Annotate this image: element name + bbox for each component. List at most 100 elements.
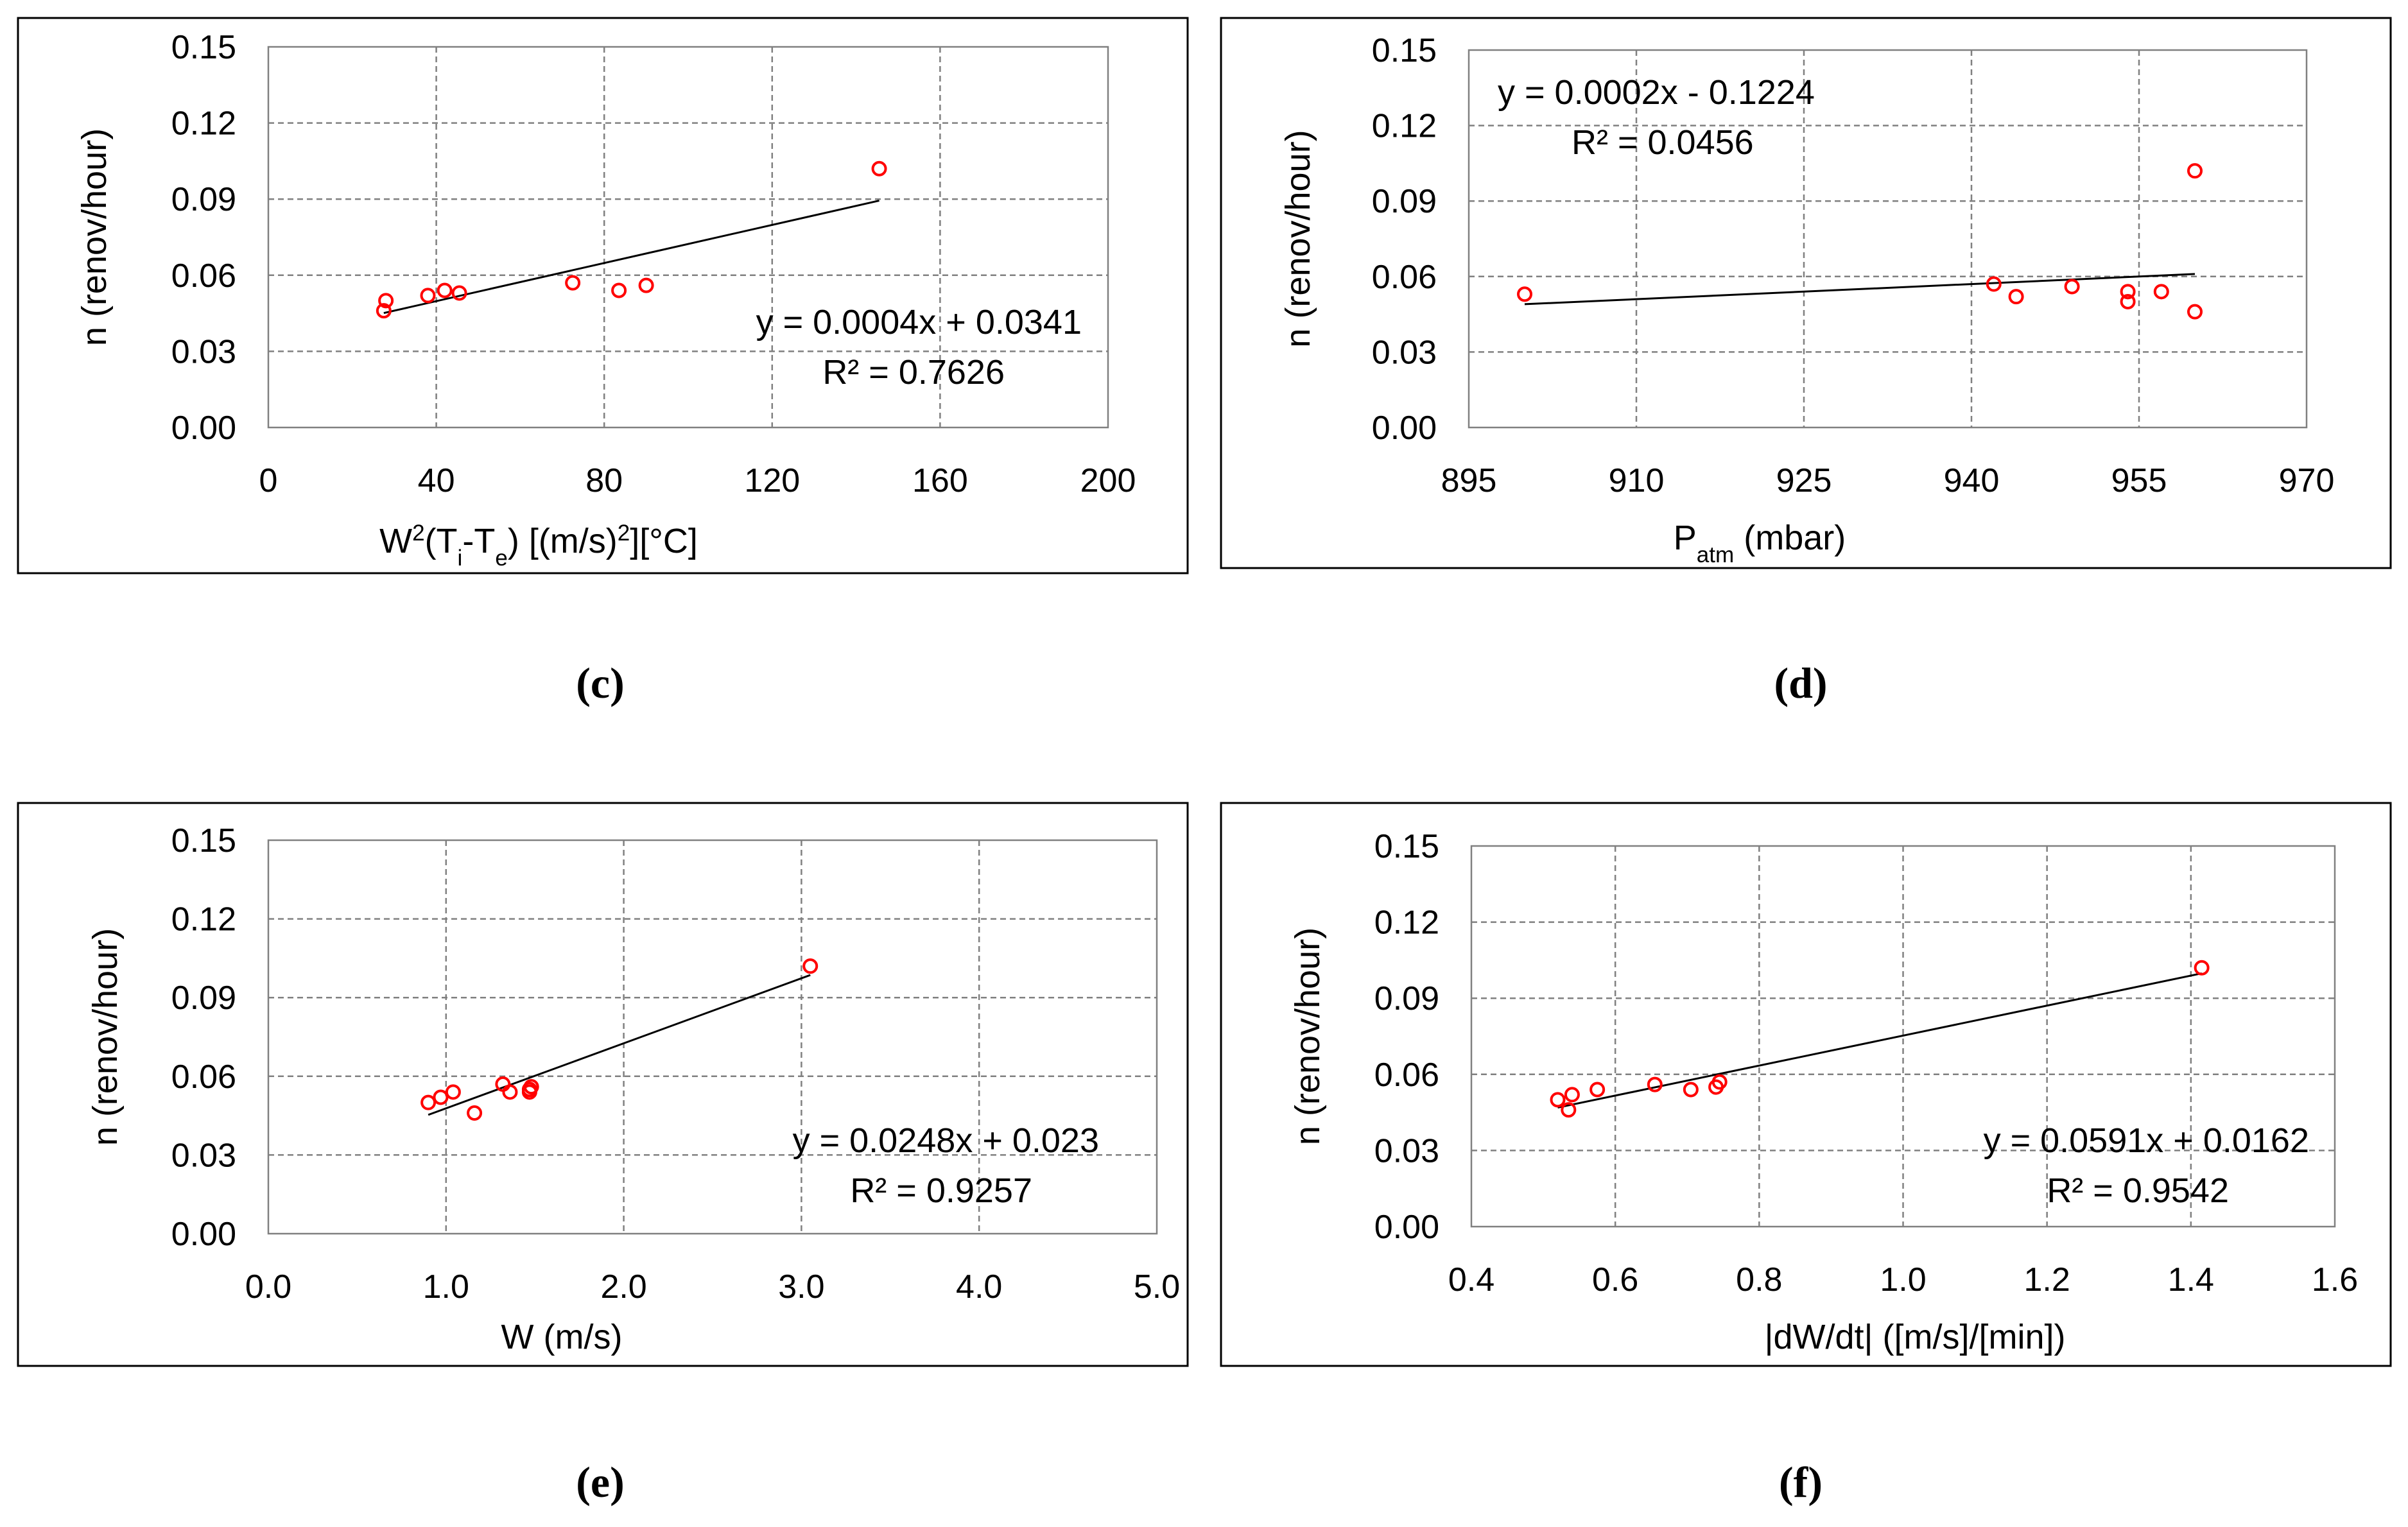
y-axis-title: n (renov/hour) xyxy=(75,128,114,346)
y-tick-label: 0.00 xyxy=(1374,1209,1439,1246)
chart-panel-d: 0.00 0.03 0.06 0.09 0.12 0.15 895 910 925 940 955 9… xyxy=(1220,17,2392,569)
data-point xyxy=(2153,284,2169,300)
data-point xyxy=(611,282,627,298)
y-axis-title: n (renov/hour) xyxy=(1288,927,1327,1145)
y-tick-label: 0.09 xyxy=(171,979,236,1017)
data-point xyxy=(445,1084,461,1100)
data-point xyxy=(2187,304,2203,320)
data-point xyxy=(523,1079,539,1095)
x-axis-title: |dW/dt| ([m/s]/[min]) xyxy=(1764,1318,2065,1356)
chart-frame xyxy=(1220,802,2392,1367)
data-point xyxy=(1683,1082,1699,1098)
data-point xyxy=(1564,1087,1580,1103)
r-squared: R² = 0.7626 xyxy=(822,353,1005,392)
data-point xyxy=(437,282,453,298)
y-tick-label: 0.03 xyxy=(1374,1132,1439,1169)
r-squared: R² = 0.0456 xyxy=(1572,123,1754,162)
x-tick-label: 0.4 xyxy=(1448,1261,1494,1298)
data-point xyxy=(495,1076,511,1092)
trendline xyxy=(1524,273,2196,306)
x-tick-label: 1.4 xyxy=(2168,1261,2214,1298)
x-axis-title: Patm (mbar) xyxy=(1674,519,1846,567)
y-tick-label: 0.09 xyxy=(1374,980,1439,1017)
x-tick-label: 0 xyxy=(259,462,278,499)
data-point xyxy=(2008,289,2024,305)
x-axis-title: W (m/s) xyxy=(501,1318,623,1356)
x-tick-label: 0.0 xyxy=(245,1268,291,1306)
chart-panel-c: 0.00 0.03 0.06 0.09 0.12 0.15 0 40 80 120 160 200 W2… xyxy=(17,17,1189,574)
r-squared: R² = 0.9542 xyxy=(2047,1171,2229,1210)
y-axis-title: n (renov/hour) xyxy=(1279,130,1317,347)
caption-c: (c) xyxy=(576,659,625,707)
chart-panel-e: 0.00 0.03 0.06 0.09 0.12 0.15 0.0 1.0 2.0 3.0 4.0 5… xyxy=(17,802,1189,1367)
data-point xyxy=(376,303,392,319)
x-tick-label: 2.0 xyxy=(600,1268,646,1306)
caption-d: (d) xyxy=(1774,659,1828,707)
data-point xyxy=(378,293,394,309)
x-tick-label: 0.6 xyxy=(1592,1261,1638,1298)
data-point xyxy=(1561,1102,1577,1118)
x-tick-label: 120 xyxy=(744,462,800,499)
chart-frame xyxy=(1220,17,2392,569)
x-tick-label: 1.0 xyxy=(1880,1261,1926,1298)
x-tick-label: 910 xyxy=(1609,462,1665,499)
data-point xyxy=(502,1084,518,1100)
x-tick-label: 1.0 xyxy=(423,1268,469,1306)
x-tick-label: 970 xyxy=(2279,462,2335,499)
data-point xyxy=(451,285,467,301)
data-point xyxy=(802,958,819,974)
caption-e: (e) xyxy=(576,1458,625,1506)
y-tick-label: 0.12 xyxy=(171,901,236,938)
y-tick-label: 0.15 xyxy=(171,822,236,859)
y-tick-label: 0.09 xyxy=(171,181,236,218)
r-squared: R² = 0.9257 xyxy=(850,1171,1032,1210)
plot-area xyxy=(1468,49,2308,429)
trendline xyxy=(383,200,879,315)
y-tick-label: 0.00 xyxy=(171,410,236,447)
x-tick-label: 80 xyxy=(585,462,623,499)
x-tick-label: 40 xyxy=(418,462,455,499)
x-tick-label: 925 xyxy=(1776,462,1832,499)
x-tick-label: 895 xyxy=(1441,462,1497,499)
data-point xyxy=(420,288,436,304)
data-point xyxy=(1517,286,1532,302)
data-point xyxy=(2120,284,2136,300)
y-tick-label: 0.06 xyxy=(1374,1057,1439,1094)
y-tick-label: 0.00 xyxy=(1372,410,1437,447)
y-tick-label: 0.12 xyxy=(1374,904,1439,942)
y-tick-label: 0.06 xyxy=(1372,259,1437,296)
data-point xyxy=(1986,276,2002,292)
data-point xyxy=(420,1094,437,1110)
y-tick-label: 0.12 xyxy=(1372,108,1437,145)
data-point xyxy=(1647,1076,1663,1092)
x-axis-title: W2(Ti-Te) [(m/s)2][°C] xyxy=(379,521,698,571)
x-tick-label: 4.0 xyxy=(956,1268,1002,1306)
x-tick-label: 5.0 xyxy=(1134,1268,1180,1306)
data-point xyxy=(1550,1092,1566,1108)
data-point xyxy=(2194,960,2210,976)
chart-panel-f: 0.00 0.03 0.06 0.09 0.12 0.15 0.4 0.6 0.8 1.0 1.2 1… xyxy=(1220,802,2392,1367)
trendline xyxy=(1557,972,2202,1109)
y-tick-label: 0.06 xyxy=(171,257,236,295)
plot-area xyxy=(267,46,1109,429)
trend-equation: y = 0.0004x + 0.0341 xyxy=(756,303,1082,341)
trendline xyxy=(428,974,811,1116)
plot-area xyxy=(1470,845,2336,1228)
data-point xyxy=(1589,1082,1606,1098)
chart-frame xyxy=(17,802,1189,1367)
y-tick-label: 0.12 xyxy=(171,105,236,142)
y-axis-title: n (renov/hour) xyxy=(86,928,125,1146)
x-tick-label: 955 xyxy=(2111,462,2167,499)
trend-equation: y = 0.0002x - 0.1224 xyxy=(1498,73,1815,112)
caption-f: (f) xyxy=(1779,1458,1823,1506)
data-point xyxy=(2064,279,2080,295)
y-tick-label: 0.15 xyxy=(1372,32,1437,69)
y-tick-label: 0.03 xyxy=(1372,334,1437,371)
data-point xyxy=(2120,294,2136,309)
x-tick-label: 1.6 xyxy=(2312,1261,2358,1298)
chart-frame xyxy=(17,17,1189,574)
x-tick-label: 3.0 xyxy=(778,1268,824,1306)
y-tick-label: 0.15 xyxy=(171,29,236,66)
x-tick-label: 160 xyxy=(912,462,968,499)
